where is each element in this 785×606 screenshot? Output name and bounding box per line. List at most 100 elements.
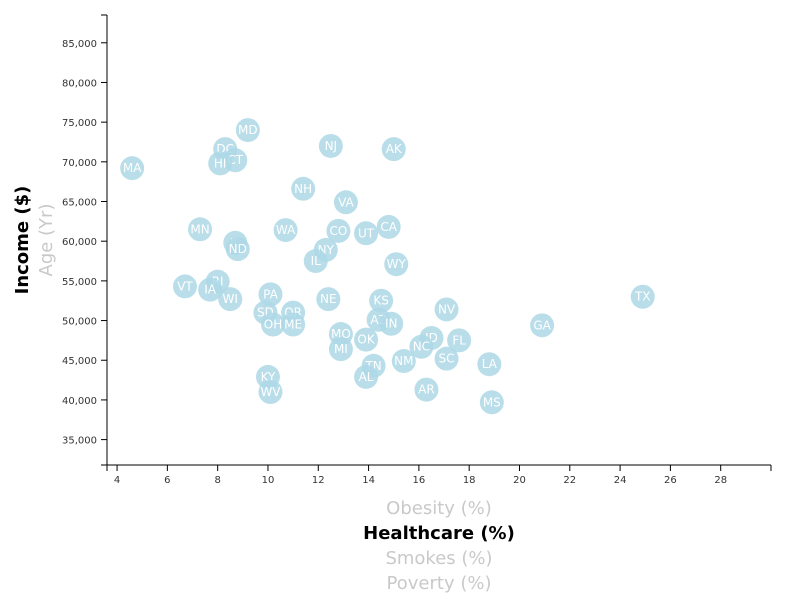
x-tick-label: 20 xyxy=(513,475,526,486)
state-point[interactable]: NJ xyxy=(318,133,343,158)
state-circle[interactable] xyxy=(354,327,379,352)
state-circle[interactable] xyxy=(434,297,459,322)
y-axis: 35,000 40,000 45,000 50,000 55,000 60,000 65,0… xyxy=(62,14,108,466)
state-label: CO xyxy=(329,224,347,238)
state-circle[interactable] xyxy=(391,349,416,374)
state-point[interactable]: AK xyxy=(381,137,406,162)
state-circle[interactable] xyxy=(530,313,555,338)
state-point[interactable]: NH xyxy=(291,176,316,201)
state-point[interactable]: CO xyxy=(326,218,351,243)
state-circle[interactable] xyxy=(379,311,404,336)
state-point[interactable]: ME xyxy=(281,312,306,337)
state-circle[interactable] xyxy=(261,312,285,337)
state-circle[interactable] xyxy=(273,218,298,243)
state-point[interactable]: LA xyxy=(477,352,502,377)
state-point[interactable]: IL xyxy=(303,249,328,274)
state-circle[interactable] xyxy=(258,282,283,307)
state-point[interactable]: WI xyxy=(218,287,243,312)
state-circle[interactable] xyxy=(630,284,655,309)
state-circle[interactable] xyxy=(172,274,197,299)
state-circle[interactable] xyxy=(120,156,145,181)
state-circle[interactable] xyxy=(281,312,306,337)
state-circle[interactable] xyxy=(225,237,250,262)
state-circle[interactable] xyxy=(414,377,439,402)
state-point[interactable]: UT xyxy=(354,221,379,246)
state-point[interactable]: OH xyxy=(261,312,285,337)
x-tick-label: 26 xyxy=(664,475,677,486)
state-circle[interactable] xyxy=(198,277,223,302)
state-point[interactable]: VA xyxy=(333,190,358,215)
state-point[interactable]: MD xyxy=(235,118,260,143)
state-circle[interactable] xyxy=(291,176,316,201)
state-point[interactable]: MI xyxy=(328,337,353,362)
state-point[interactable]: CA xyxy=(376,214,401,239)
state-label: NV xyxy=(438,302,456,316)
state-point[interactable]: AR xyxy=(414,377,439,402)
x-tick-label: 22 xyxy=(563,475,576,486)
state-label: WI xyxy=(223,292,238,306)
state-circle[interactable] xyxy=(258,379,283,404)
state-circle[interactable] xyxy=(447,328,472,353)
state-point[interactable]: IN xyxy=(379,311,404,336)
state-label: CA xyxy=(380,220,397,234)
state-circle[interactable] xyxy=(333,190,358,215)
state-circle[interactable] xyxy=(318,133,343,158)
state-circle[interactable] xyxy=(326,218,351,243)
state-circle[interactable] xyxy=(409,334,434,359)
state-point[interactable]: NC xyxy=(409,334,434,359)
state-circle[interactable] xyxy=(381,137,406,162)
x-tick-label: 16 xyxy=(413,475,426,486)
state-point[interactable]: WV xyxy=(258,379,283,404)
state-circle[interactable] xyxy=(369,288,394,313)
state-point[interactable]: IA xyxy=(198,277,223,302)
state-point[interactable]: TX xyxy=(630,284,655,309)
state-circle[interactable] xyxy=(303,249,328,274)
state-point[interactable]: KS xyxy=(369,288,394,313)
state-circle[interactable] xyxy=(434,346,459,371)
state-circle[interactable] xyxy=(354,221,379,246)
state-point[interactable]: SC xyxy=(434,346,459,371)
x-axis-title-option[interactable]: Healthcare (%) xyxy=(363,523,515,544)
state-circle[interactable] xyxy=(477,352,502,377)
state-point[interactable]: WA xyxy=(273,218,298,243)
x-tick-label: 10 xyxy=(262,475,275,486)
state-point[interactable]: NE xyxy=(316,287,341,312)
state-label: WY xyxy=(387,257,407,271)
state-point[interactable]: WY xyxy=(384,252,409,277)
state-label: MA xyxy=(123,161,142,175)
state-circle[interactable] xyxy=(235,118,260,143)
state-circle[interactable] xyxy=(188,217,213,242)
state-point[interactable]: PA xyxy=(258,282,283,307)
state-point[interactable]: VT xyxy=(172,274,197,299)
state-label: ME xyxy=(284,318,302,332)
state-circle[interactable] xyxy=(376,214,401,239)
x-axis-title-option[interactable]: Poverty (%) xyxy=(387,573,492,594)
state-circle[interactable] xyxy=(316,287,341,312)
state-circle[interactable] xyxy=(218,287,243,312)
state-label: ND xyxy=(229,242,247,256)
state-circle[interactable] xyxy=(384,252,409,277)
state-point[interactable]: MS xyxy=(479,390,504,415)
state-point[interactable]: HI xyxy=(208,151,233,176)
state-point[interactable]: MA xyxy=(120,156,145,181)
state-label: NC xyxy=(413,340,430,354)
x-tick-label: 14 xyxy=(362,475,375,486)
x-axis-title-option[interactable]: Smokes (%) xyxy=(385,548,492,569)
y-axis-title-option[interactable]: Income ($) xyxy=(12,186,33,295)
state-point[interactable]: AL xyxy=(354,364,379,389)
state-circle[interactable] xyxy=(328,337,353,362)
state-point[interactable]: ND xyxy=(225,237,250,262)
state-point[interactable]: MN xyxy=(188,217,213,242)
x-axis-title-option[interactable]: Obesity (%) xyxy=(386,498,492,519)
state-circle[interactable] xyxy=(354,364,379,389)
y-tick-label: 75,000 xyxy=(62,118,97,129)
state-point[interactable]: OK xyxy=(354,327,379,352)
state-circle[interactable] xyxy=(479,390,504,415)
y-axis-title-option[interactable]: Age (Yr) xyxy=(36,204,57,277)
state-label: PA xyxy=(263,287,278,301)
state-point[interactable]: NM xyxy=(391,349,416,374)
state-circle[interactable] xyxy=(208,151,233,176)
state-point[interactable]: GA xyxy=(530,313,555,338)
state-point[interactable]: FL xyxy=(447,328,472,353)
state-point[interactable]: NV xyxy=(434,297,459,322)
